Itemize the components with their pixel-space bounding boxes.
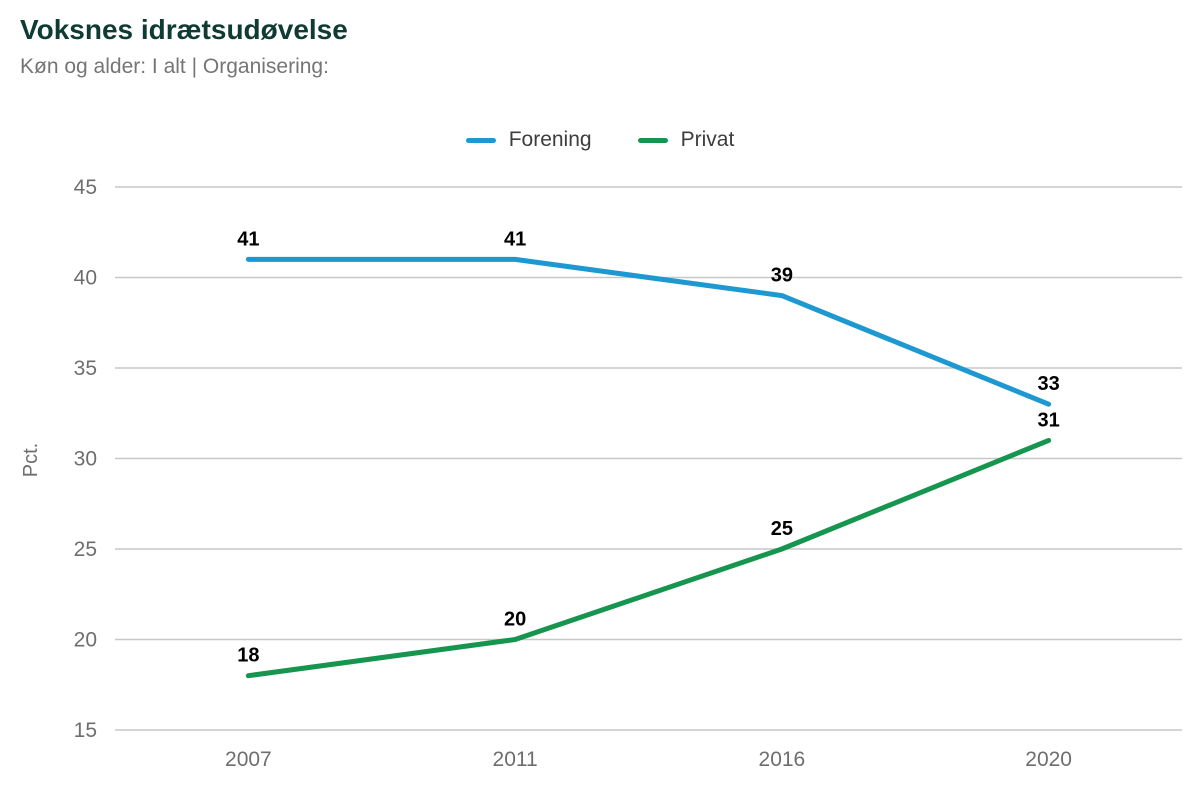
chart-subtitle: Køn og alder: I alt | Organisering:	[20, 55, 329, 78]
y-axis-title: Pct.	[20, 443, 42, 477]
legend-item-forening[interactable]: Forening	[465, 128, 592, 152]
legend-swatch-forening	[465, 137, 496, 143]
chart-legend: Forening Privat	[0, 128, 1200, 152]
y-tick-label-20: 20	[74, 629, 97, 652]
data-label-privat-2020: 31	[1038, 409, 1060, 431]
y-tick-label-25: 25	[74, 538, 97, 561]
x-tick-label-2016: 2016	[759, 748, 806, 771]
legend-label-privat: Privat	[680, 128, 735, 151]
data-label-privat-2011: 20	[504, 609, 526, 631]
data-label-forening-2011: 41	[504, 228, 526, 250]
series-line-privat	[245, 437, 1052, 679]
x-tick-label-2020: 2020	[1025, 748, 1072, 771]
y-tick-label-40: 40	[74, 267, 97, 290]
data-label-privat-2007: 18	[237, 645, 259, 667]
y-tick-label-15: 15	[74, 719, 97, 742]
x-tick-label-2011: 2011	[493, 748, 538, 771]
legend-label-forening: Forening	[508, 128, 592, 151]
data-label-privat-2016: 25	[771, 518, 793, 540]
x-tick-label-2007: 2007	[225, 748, 272, 771]
y-tick-label-45: 45	[74, 176, 97, 199]
data-label-forening-2016: 39	[771, 265, 793, 287]
legend-item-privat[interactable]: Privat	[637, 128, 735, 152]
series-line-forening	[245, 256, 1052, 407]
chart-title: Voksnes idrætsudøvelse	[20, 14, 348, 45]
data-label-forening-2007: 41	[237, 228, 259, 250]
legend-swatch-privat	[637, 137, 668, 143]
y-tick-label-30: 30	[74, 448, 97, 471]
chart-header: Voksnes idrætsudøvelse Køn og alder: I a…	[20, 14, 348, 79]
data-label-forening-2020: 33	[1038, 373, 1060, 395]
y-tick-label-35: 35	[74, 357, 97, 380]
